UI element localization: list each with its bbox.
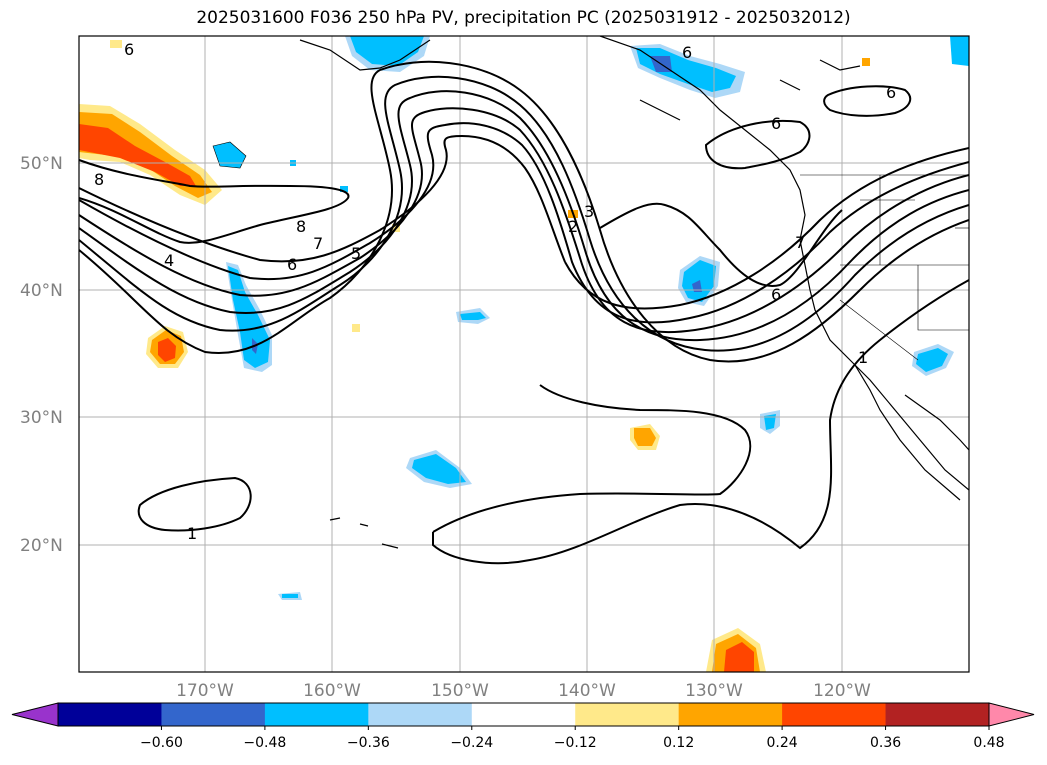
colorbar-segment <box>782 703 887 726</box>
latitude-labels: 50°N 40°N 30°N 20°N <box>20 154 63 556</box>
lat-label: 30°N <box>20 408 63 428</box>
colorbar-segment <box>58 703 162 726</box>
contour-label: 6 <box>771 114 781 133</box>
contour-label: 8 <box>94 170 104 189</box>
map-title: 2025031600 F036 250 hPa PV, precipitatio… <box>196 8 851 28</box>
colorbar-segment <box>575 703 680 726</box>
contour-label: 2 <box>568 217 578 236</box>
colorbar-tick-label: −0.60 <box>140 735 183 751</box>
colorbar-segment <box>471 703 576 726</box>
lon-label: 140°W <box>558 681 616 701</box>
contour-label: 7 <box>313 234 323 253</box>
contour-label: 8 <box>296 217 306 236</box>
colorbar-tick-label: 0.12 <box>663 735 694 751</box>
contour-label: 6 <box>771 285 781 304</box>
lat-label: 20°N <box>20 536 63 556</box>
contour-label: 6 <box>886 83 896 102</box>
lon-label: 130°W <box>685 681 743 701</box>
colorbar-tick-label: −0.24 <box>450 735 493 751</box>
lon-label: 170°W <box>176 681 234 701</box>
contour-label: 5 <box>351 244 361 263</box>
colorbar-tick-label: 0.36 <box>870 735 901 751</box>
pv-contours <box>79 60 969 565</box>
colorbar-segment <box>678 703 783 726</box>
colorbar-segment <box>264 703 369 726</box>
contour-label: 1 <box>187 524 197 543</box>
colorbar-tick-label: −0.36 <box>347 735 390 751</box>
colorbar-extend-min <box>11 702 59 727</box>
contour-label: 3 <box>584 202 594 221</box>
longitude-labels: 170°W 160°W 150°W 140°W 130°W 120°W <box>176 681 871 701</box>
lon-label: 150°W <box>431 681 489 701</box>
lat-label: 40°N <box>20 281 63 301</box>
contour-labels: 6 6 6 6 8 8 7 6 5 4 3 2 7 6 1 1 <box>94 40 896 543</box>
lat-label: 50°N <box>20 154 63 174</box>
contour-label: 1 <box>858 348 868 367</box>
lon-label: 160°W <box>303 681 361 701</box>
map-frame <box>78 35 970 673</box>
colorbar-tick-label: 0.24 <box>767 735 798 751</box>
colorbar-extend-max <box>988 702 1035 727</box>
colorbar-border <box>57 702 990 727</box>
colorbar-segment <box>368 703 473 726</box>
contour-label: 6 <box>124 40 134 59</box>
colorbar-tick-label: −0.12 <box>554 735 597 751</box>
contour-label: 7 <box>795 233 805 252</box>
colorbar-tick-label: −0.48 <box>243 735 286 751</box>
colorbar-segment <box>161 703 266 726</box>
lon-label: 120°W <box>813 681 871 701</box>
map-area <box>79 36 969 672</box>
borders <box>800 174 969 361</box>
colorbar-tick-label: 0.48 <box>973 735 1004 751</box>
contour-label: 4 <box>164 251 174 270</box>
colorbar-segment <box>885 703 990 726</box>
contour-label: 6 <box>682 43 692 62</box>
colorbar: −0.60 −0.48 −0.36 −0.24 −0.12 0.12 0.24 0.36 0.4… <box>11 702 1035 751</box>
graticule <box>79 36 969 672</box>
contour-label: 6 <box>287 255 297 274</box>
